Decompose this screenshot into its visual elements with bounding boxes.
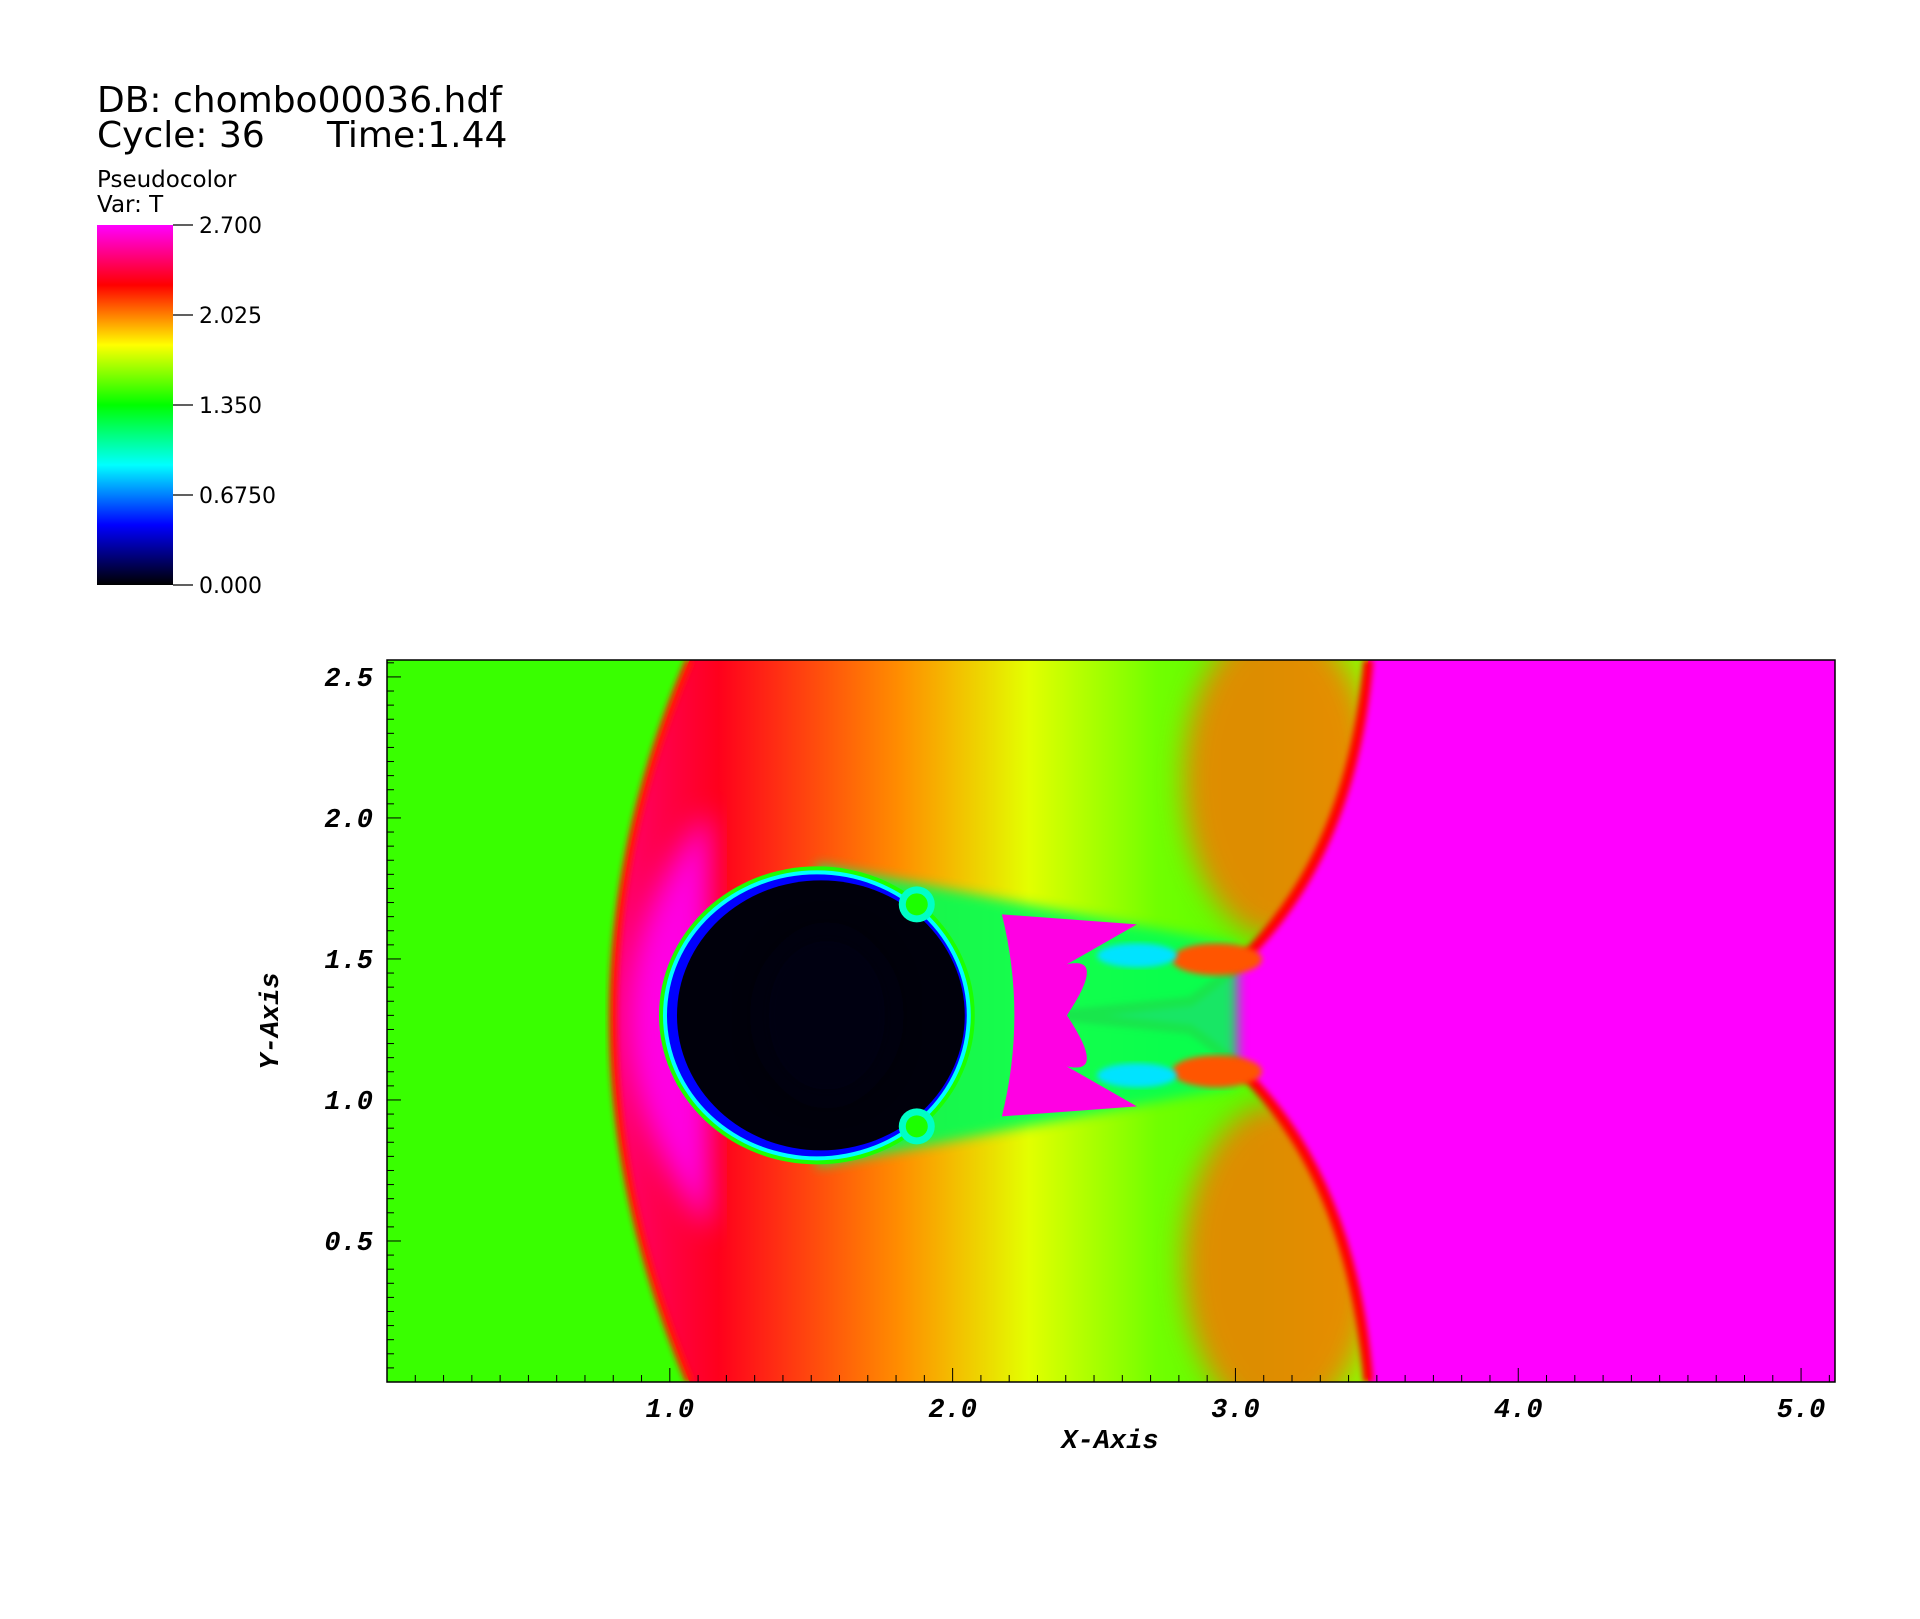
x-tick-label: 2.0 (928, 1396, 977, 1426)
vortex-ring-core (905, 893, 928, 916)
plot-frame (386, 659, 1836, 1383)
wake-streak (1096, 1063, 1177, 1088)
x-tick-label: 4.0 (1494, 1396, 1543, 1426)
y-tick-label: 2.5 (324, 665, 373, 695)
color-bar (97, 225, 173, 585)
legend-tick-label: 0.6750 (199, 484, 276, 509)
vortex-core (1001, 914, 1137, 1117)
legend-tick-label: 1.350 (199, 394, 262, 419)
legend-tick-label: 0.000 (199, 574, 262, 599)
y-tick-label: 0.5 (324, 1229, 373, 1259)
legend-plot-type: Pseudocolor (97, 167, 237, 193)
x-axis: 1.0 2.0 3.0 4.0 5.0 (414, 1368, 1830, 1426)
x-tick-label: 3.0 (1211, 1396, 1260, 1426)
x-axis-title: X-Axis (1059, 1427, 1158, 1457)
y-tick-label: 1.5 (324, 947, 373, 977)
legend-tick-label: 2.025 (199, 304, 262, 329)
bubble-interior (759, 930, 895, 1100)
x-tick-label: 5.0 (1777, 1396, 1826, 1426)
pseudocolor-field (387, 660, 1835, 1382)
y-axis-title: Y-Axis (257, 972, 287, 1069)
bow-shock-front (608, 660, 694, 1382)
legend-var-label: Var: T (97, 192, 164, 218)
legend-tick-label: 2.700 (199, 214, 262, 239)
y-axis: 0.5 1.0 1.5 2.0 2.5 (324, 662, 401, 1369)
legend-ticks: 2.700 2.025 1.350 0.6750 0.000 (173, 214, 276, 599)
y-tick-label: 2.0 (324, 806, 373, 836)
wake-streak (1096, 943, 1177, 968)
y-tick-label: 1.0 (324, 1088, 373, 1118)
cycle-label: Cycle: 36 (97, 115, 265, 156)
time-label: Time:1.44 (326, 115, 507, 156)
vortex-tip (1171, 1055, 1262, 1088)
downstream-region (1060, 660, 1835, 1382)
x-tick-label: 1.0 (646, 1396, 695, 1426)
vortex-tip (1171, 943, 1262, 976)
db-label: DB: chombo00036.hdf (97, 80, 503, 121)
vortex-ring-core (905, 1115, 928, 1138)
